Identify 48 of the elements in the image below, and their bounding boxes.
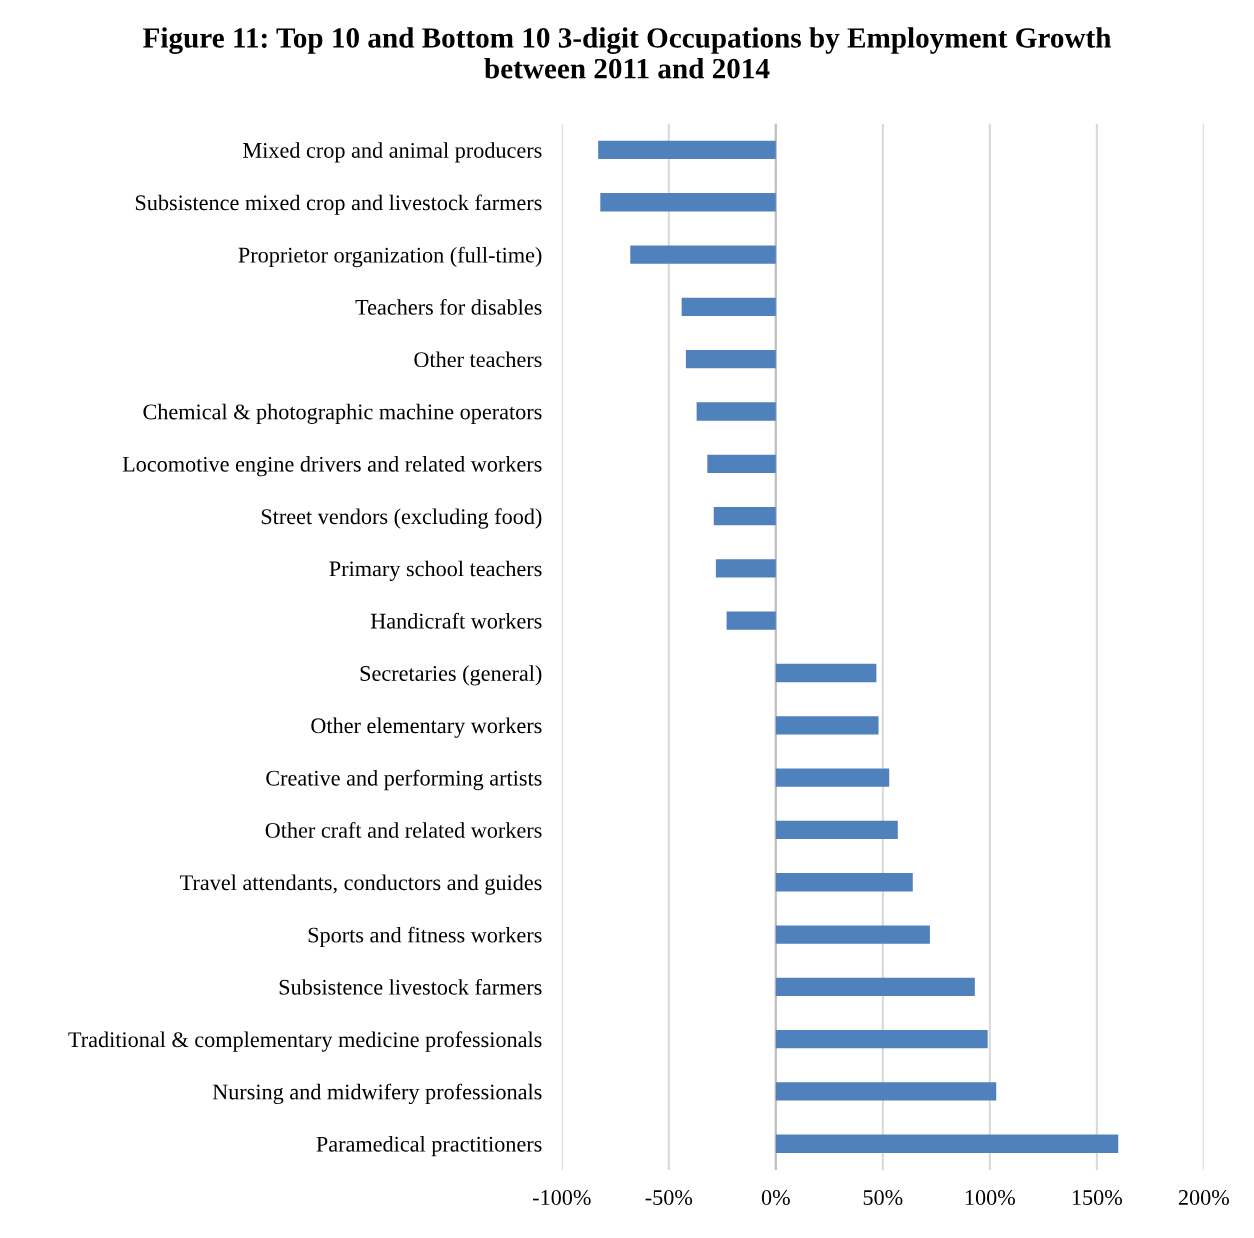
- y-tick-label: Proprietor organization (full-time): [238, 246, 542, 268]
- bar: [775, 1134, 1119, 1153]
- y-tick-label: Locomotive engine drivers and related workers: [122, 456, 542, 477]
- y-tick-label: Other elementary workers: [311, 717, 542, 738]
- bar: [696, 402, 776, 421]
- y-tick-label: Nursing and midwifery professionals: [212, 1083, 542, 1105]
- x-tick-label: 0%: [761, 1190, 790, 1206]
- y-tick-label: Handicraft workers: [370, 612, 542, 629]
- chart-title: Figure 11: Top 10 and Bottom 10 3-digit Occupations by Employment Growth between 2011 and 2014: [143, 27, 1112, 79]
- bar: [598, 140, 776, 160]
- y-tick-label: Subsistence livestock farmers: [279, 978, 542, 995]
- bar: [685, 350, 776, 369]
- x-tick-label: -100%: [533, 1190, 591, 1206]
- bar: [707, 454, 776, 473]
- bar: [775, 873, 913, 892]
- y-tick-label: Street vendors (excluding food): [261, 508, 542, 529]
- y-tick-label: Creative and performing artists: [266, 769, 542, 791]
- y-tick-label: Sports and fitness workers: [308, 926, 542, 948]
- y-tick-label: Other teachers: [414, 351, 542, 368]
- bar: [630, 245, 776, 264]
- bar: [775, 820, 898, 840]
- bar: [775, 1082, 997, 1101]
- y-tick-label: Travel attendants, conductors and guides: [180, 874, 542, 895]
- y-tick-label: Chemical & photographic machine operators: [143, 403, 542, 424]
- y-tick-label: Other craft and related workers: [265, 821, 542, 838]
- bar: [775, 663, 877, 683]
- bar: [726, 611, 776, 630]
- y-tick-label: Mixed crop and animal producers: [243, 142, 542, 163]
- y-tick-label: Secretaries (general): [360, 665, 542, 686]
- bar: [715, 559, 776, 578]
- bar: [681, 297, 776, 317]
- x-tick-label: 150%: [1072, 1190, 1122, 1206]
- bar: [775, 977, 975, 996]
- bar: [775, 716, 879, 735]
- y-tick-label: Subsistence mixed crop and livestock farmers: [135, 194, 542, 215]
- bar: [775, 925, 930, 944]
- y-tick-label: Paramedical practitioners: [316, 1136, 542, 1157]
- x-tick-label: 100%: [965, 1190, 1015, 1206]
- x-tick-label: 50%: [863, 1190, 903, 1206]
- bar: [600, 193, 776, 212]
- x-tick-label: -50%: [645, 1190, 693, 1206]
- y-tick-label: Teachers for disables: [355, 298, 542, 315]
- bar: [775, 768, 890, 787]
- bar: [713, 506, 776, 526]
- x-tick-label: 200%: [1178, 1190, 1229, 1206]
- y-tick-label: Primary school teachers: [329, 560, 542, 581]
- bar: [775, 1029, 988, 1049]
- y-tick-label: Traditional & complementary medicine professionals: [68, 1031, 542, 1052]
